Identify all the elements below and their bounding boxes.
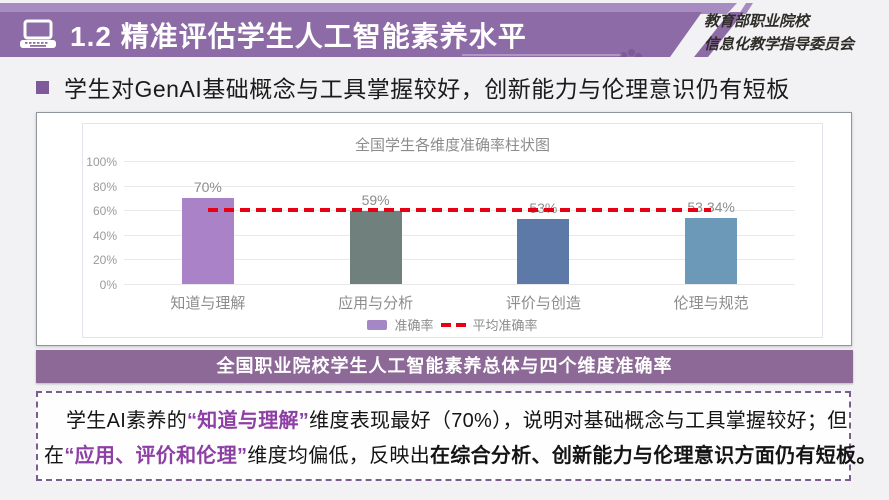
chart-card: 全国学生各维度准确率柱状图 0% 20% 40% 60% 80% 100% 70% 知道与理解 5…: [82, 123, 823, 338]
chart-bar: [685, 218, 738, 284]
y-axis-tick-label: 0%: [99, 278, 117, 292]
bar-value-label: 59%: [361, 192, 390, 209]
chart-bar: [181, 197, 234, 284]
legend-label: 平均准确率: [472, 318, 538, 333]
note-segment: “应用、评价和伦理”: [64, 445, 248, 467]
note-segment: 维度表现最好（70%），说明对基础概念与工具掌握较好；但: [309, 410, 848, 432]
bullet-square-icon: [36, 80, 49, 94]
y-axis-tick-label: 20%: [92, 253, 117, 268]
legend-bar-swatch-icon: [367, 319, 388, 330]
chart-gridline: [124, 259, 795, 261]
chart-gridline: [124, 284, 795, 285]
legend-dashed-line-icon: [440, 322, 466, 327]
organization-line1: 教育部职业院校: [704, 12, 810, 30]
header-top-strip-slash: [739, 3, 753, 14]
bar-chart: 全国学生各维度准确率柱状图 0% 20% 40% 60% 80% 100% 70% 知道与理解 5…: [83, 124, 822, 337]
note-segment: 在: [44, 445, 65, 467]
y-axis-tick-label: 100%: [86, 155, 117, 169]
header-decor-ornament: [618, 48, 644, 62]
y-axis-tick-label: 60%: [92, 204, 117, 219]
note-segment: “知道与理解”: [187, 410, 310, 432]
chart-gridline: [124, 161, 795, 162]
header-bar: 1.2 精准评估学生人工智能素养水平: [0, 12, 702, 57]
header-top-strip: [0, 3, 737, 14]
laptop-icon: [18, 19, 58, 51]
x-axis-category-label: 伦理与规范: [673, 295, 749, 312]
chart-gridline: [124, 185, 795, 187]
chart-bar: [517, 218, 570, 284]
note-segment: 在综合分析、创新能力与伦理意识方面仍有短板。: [430, 445, 877, 467]
chart-caption-banner: 全国职业院校学生人工智能素养总体与四个维度准确率: [36, 350, 853, 383]
y-axis-tick-label: 80%: [92, 179, 117, 194]
average-line: [207, 208, 712, 213]
chart-legend: 准确率 平均准确率: [83, 315, 822, 334]
bar-value-label: 70%: [193, 178, 222, 195]
subtitle-text: 学生对GenAI基础概念与工具掌握较好，创新能力与伦理意识仍有短板: [64, 76, 790, 102]
summary-line-1: 学生AI素养的“知道与理解”维度表现最好（70%），说明对基础概念与工具掌握较好…: [44, 404, 847, 439]
organization-signature: 教育部职业院校 信息化教学指导委员会: [704, 10, 879, 56]
x-axis-category-label: 知道与理解: [170, 295, 246, 312]
organization-line2: 信息化教学指导委员会: [704, 35, 855, 53]
chart-bar: [349, 211, 402, 284]
y-axis-tick-label: 40%: [92, 228, 117, 243]
note-segment: 维度均偏低，反映出: [247, 445, 431, 467]
note-segment: 学生AI素养的: [66, 410, 187, 432]
legend-label: 准确率: [394, 318, 434, 333]
chart-title: 全国学生各维度准确率柱状图: [354, 137, 550, 154]
page-title: 1.2 精准评估学生人工智能素养水平: [70, 20, 527, 52]
chart-gridline: [124, 234, 795, 236]
header-decor-line: [462, 54, 622, 56]
x-axis-category-label: 应用与分析: [338, 295, 414, 312]
x-axis-category-label: 评价与创造: [505, 295, 581, 312]
subtitle-row: 学生对GenAI基础概念与工具掌握较好，创新能力与伦理意识仍有短板: [36, 70, 866, 104]
summary-note-box: 学生AI素养的“知道与理解”维度表现最好（70%），说明对基础概念与工具掌握较好…: [36, 391, 876, 481]
summary-line-2: 在“应用、评价和伦理”维度均偏低，反映出在综合分析、创新能力与伦理意识方面仍有短…: [44, 439, 876, 474]
